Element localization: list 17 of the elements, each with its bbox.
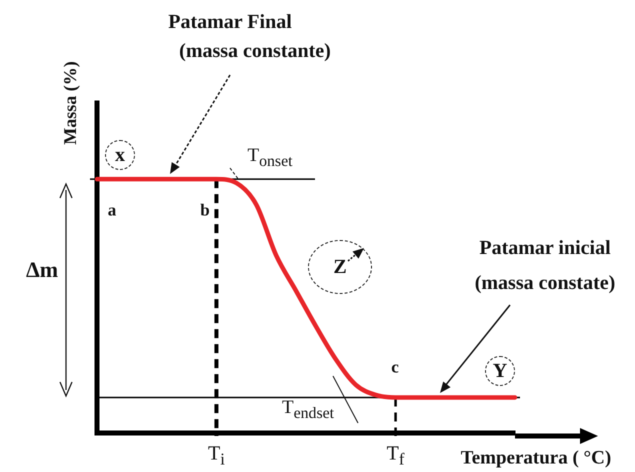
ref-line-label: T$_{onset}$	[247, 145, 293, 170]
annotation: a	[108, 200, 116, 220]
y-axis-title: Massa (%)	[60, 61, 80, 145]
annotation: (massa constate)	[474, 272, 616, 294]
text: (massa constante)	[179, 40, 331, 62]
annotation: Y	[492, 360, 508, 382]
x-tick-label: T$_{i}$	[208, 442, 225, 469]
text: Δm	[26, 257, 58, 282]
x-tick-label: T$_{f}$	[386, 442, 404, 469]
text: Patamar Final	[168, 11, 292, 33]
annotation: Patamar inicial	[479, 237, 611, 259]
annotation: b	[200, 200, 210, 220]
annotation: c	[391, 358, 399, 377]
x-axis-title: Temperatura ( °C)	[460, 448, 612, 468]
annotation: Z	[333, 256, 347, 278]
ref-line-label: T$_{endset}$	[282, 397, 334, 422]
text: x	[115, 144, 125, 166]
